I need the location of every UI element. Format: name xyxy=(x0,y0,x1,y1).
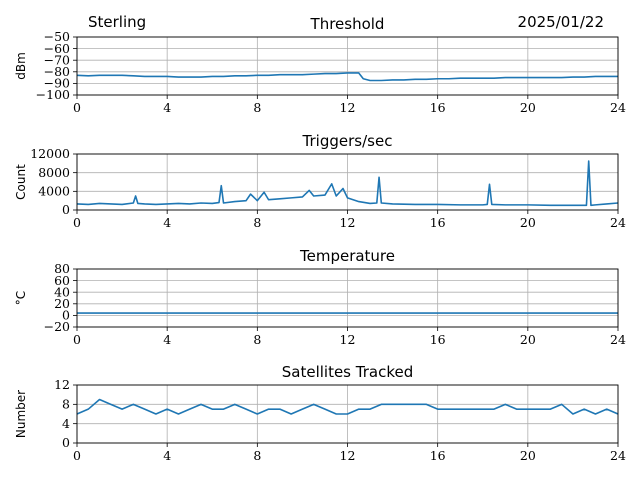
chart-triggers-frame xyxy=(76,153,619,211)
chart-satellites: Satellites Tracked Number 0 4 8 12 16 20 24 0 4 8 12 xyxy=(14,363,626,463)
chart-triggers-xtick-label-3: 12 xyxy=(340,215,356,230)
chart-triggers-xtick-label-0: 0 xyxy=(73,215,81,230)
chart-threshold-series-line xyxy=(76,72,618,82)
chart-satellites-series-line xyxy=(76,398,619,415)
chart-satellites-xtick-label-4: 16 xyxy=(430,448,446,463)
chart-satellites-xtick-label-2: 8 xyxy=(253,448,261,463)
chart-threshold-ytick-label-4: −60 xyxy=(44,41,70,56)
chart-satellites-frame xyxy=(76,384,619,444)
station-label: Sterling xyxy=(88,13,146,31)
chart-temperature-ylabel: °C xyxy=(14,291,28,305)
chart-threshold-xtick-label-0: 0 xyxy=(73,100,81,115)
chart-triggers: Triggers/sec Count 0 4 8 12 16 20 24 0 4000 8000 120… xyxy=(14,132,626,230)
chart-satellites-xtick-label-3: 12 xyxy=(340,448,356,463)
chart-satellites-ylabel: Number xyxy=(14,390,28,438)
chart-threshold-xtick-label-4: 16 xyxy=(430,100,446,115)
chart-temperature-ytick-label-2: 20 xyxy=(54,296,70,311)
chart-threshold-xtick-label-2: 8 xyxy=(253,100,261,115)
chart-threshold-ytick-label-0: −100 xyxy=(36,87,70,102)
chart-temperature-xtick-label-3: 12 xyxy=(340,332,356,347)
chart-temperature-frame xyxy=(76,268,619,328)
chart-temperature-ytick-label-1: 0 xyxy=(62,308,70,323)
chart-temperature-xtick-label-1: 4 xyxy=(163,332,171,347)
chart-satellites-xtick-label-0: 0 xyxy=(73,448,81,463)
chart-satellites-ytick-label-1: 4 xyxy=(62,416,70,431)
chart-temperature-ytick-label-3: 40 xyxy=(54,284,70,299)
chart-triggers-ytick-label-2: 8000 xyxy=(38,165,70,180)
chart-temperature-xtick-label-2: 8 xyxy=(253,332,261,347)
chart-satellites-xtick-label-6: 24 xyxy=(610,448,626,463)
chart-triggers-ylabel: Count xyxy=(14,164,28,200)
chart-threshold-ytick-label-5: −50 xyxy=(44,29,70,44)
chart-threshold-xtick-label-3: 12 xyxy=(340,100,356,115)
chart-triggers-ytick-label-1: 4000 xyxy=(38,184,70,199)
chart-temperature-ytick-label-4: 60 xyxy=(54,273,70,288)
chart-temperature-title: Temperature xyxy=(299,247,395,265)
chart-triggers-title: Triggers/sec xyxy=(302,132,393,150)
chart-satellites-ytick-label-0: 0 xyxy=(62,435,70,450)
chart-threshold-xtick-label-1: 4 xyxy=(163,100,171,115)
chart-threshold: Threshold dBm 0 4 8 12 16 20 24 −100−90−80−70−60−… xyxy=(14,15,626,115)
chart-temperature-ytick-label-0: −20 xyxy=(44,319,70,334)
chart-triggers-xtick-label-5: 20 xyxy=(520,215,536,230)
chart-triggers-ytick-label-0: 0 xyxy=(62,202,70,217)
chart-triggers-xtick-label-6: 24 xyxy=(610,215,626,230)
chart-threshold-ytick-label-3: −70 xyxy=(44,52,70,67)
chart-threshold-ytick-label-1: −90 xyxy=(44,76,70,91)
chart-temperature-xtick-label-0: 0 xyxy=(73,332,81,347)
chart-triggers-ytick-label-3: 12000 xyxy=(30,146,70,161)
chart-satellites-ytick-label-3: 12 xyxy=(54,377,70,392)
chart-threshold-ytick-label-2: −80 xyxy=(44,64,70,79)
chart-triggers-xtick-label-2: 8 xyxy=(253,215,261,230)
chart-triggers-xtick-label-4: 16 xyxy=(430,215,446,230)
chart-temperature-xtick-label-5: 20 xyxy=(520,332,536,347)
chart-temperature-ytick-label-5: 80 xyxy=(54,261,70,276)
chart-satellites-title: Satellites Tracked xyxy=(282,363,413,381)
chart-threshold-xtick-label-6: 24 xyxy=(610,100,626,115)
chart-triggers-xtick-label-1: 4 xyxy=(163,215,171,230)
chart-satellites-ytick-label-2: 8 xyxy=(62,397,70,412)
chart-triggers-series-line xyxy=(76,160,619,207)
chart-satellites-xtick-label-1: 4 xyxy=(163,448,171,463)
chart-threshold-ylabel: dBm xyxy=(14,52,28,80)
chart-threshold-xtick-label-5: 20 xyxy=(520,100,536,115)
chart-satellites-xtick-label-5: 20 xyxy=(520,448,536,463)
chart-threshold-frame xyxy=(76,36,619,96)
date-label: 2025/01/22 xyxy=(518,13,604,31)
chart-temperature-xtick-label-4: 16 xyxy=(430,332,446,347)
chart-temperature-xtick-label-6: 24 xyxy=(610,332,626,347)
chart-threshold-title: Threshold xyxy=(310,15,385,33)
